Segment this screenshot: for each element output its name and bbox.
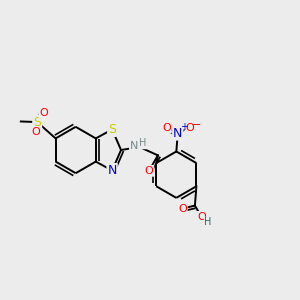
Text: O: O xyxy=(185,123,194,133)
Text: N: N xyxy=(107,164,117,177)
Text: O: O xyxy=(197,212,206,222)
Text: O: O xyxy=(31,128,40,137)
Text: +: + xyxy=(180,122,188,131)
Text: H: H xyxy=(204,217,212,227)
Text: O: O xyxy=(162,123,171,133)
Text: N: N xyxy=(173,127,182,140)
Text: S: S xyxy=(33,116,41,129)
Text: O: O xyxy=(145,166,153,176)
Text: −: − xyxy=(191,120,201,130)
Text: N: N xyxy=(130,140,138,151)
Text: S: S xyxy=(108,123,116,136)
Text: O: O xyxy=(39,108,48,118)
Text: O: O xyxy=(178,204,187,214)
Text: H: H xyxy=(139,139,147,148)
